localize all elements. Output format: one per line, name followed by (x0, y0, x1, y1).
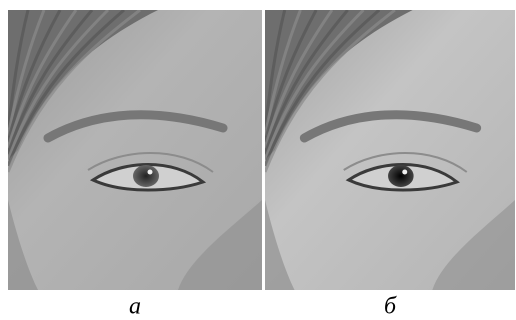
hair-strand (265, 10, 287, 131)
hair-strand (265, 10, 302, 137)
hair-strand (265, 10, 381, 167)
nose-shadow (178, 200, 262, 290)
hair (265, 10, 413, 160)
photo-content (265, 10, 515, 290)
iris (133, 165, 159, 187)
caption: б (384, 294, 397, 320)
hair-strand (8, 10, 94, 155)
hair-strand (8, 10, 125, 167)
panels (8, 10, 515, 290)
hair-strand (8, 10, 141, 173)
hair-strand (8, 10, 78, 149)
hair-strand (8, 10, 110, 161)
hair-strand (265, 10, 334, 149)
highlight (402, 169, 408, 175)
iris (388, 165, 414, 187)
lid-crease (87, 152, 214, 173)
hair-strand (265, 10, 365, 161)
face-edge (265, 200, 295, 290)
highlight (147, 169, 153, 175)
hair-strand (265, 10, 349, 155)
face-edge (8, 200, 38, 290)
hair-strand (265, 10, 318, 143)
photo (8, 10, 262, 290)
hair-strand (8, 10, 30, 131)
eyebrow (43, 110, 228, 143)
eyebrow (299, 110, 482, 143)
hair-strand (265, 10, 396, 173)
caption: а (129, 294, 141, 320)
photo-content (8, 10, 262, 290)
hair (8, 10, 158, 160)
nose-shadow (432, 200, 515, 290)
photo (265, 10, 515, 290)
lid-crease (343, 152, 468, 173)
hair-strand (8, 10, 62, 143)
hair-strand (8, 10, 46, 137)
